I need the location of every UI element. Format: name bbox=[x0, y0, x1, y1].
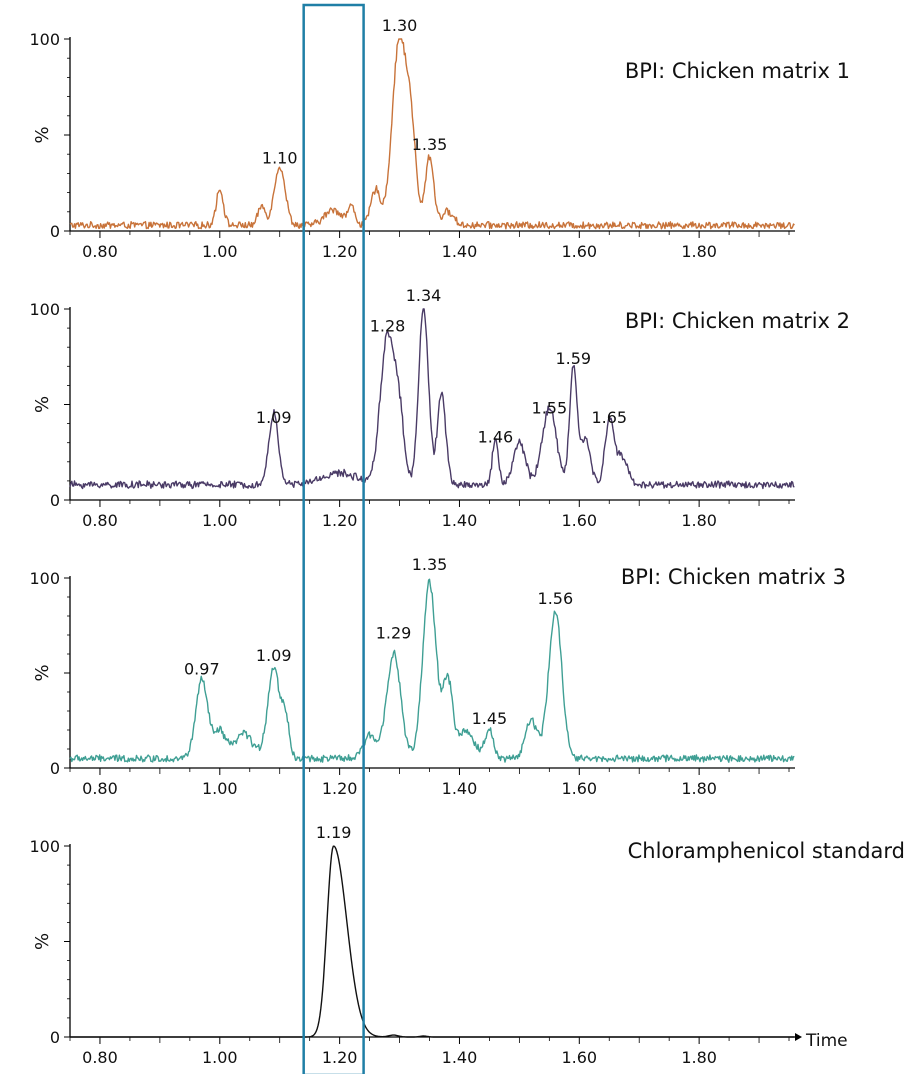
peak-label: 1.56 bbox=[538, 589, 574, 608]
x-tick-label: 1.20 bbox=[322, 779, 358, 798]
x-tick-label: 1.60 bbox=[561, 242, 597, 261]
x-axis-title: Time bbox=[805, 1031, 848, 1051]
x-tick-label: 1.00 bbox=[202, 1048, 238, 1067]
x-tick-label: 1.60 bbox=[561, 1048, 597, 1067]
y-tick-label: 100 bbox=[29, 569, 60, 588]
chart-title: BPI: Chicken matrix 1 bbox=[625, 59, 850, 83]
y-axis-label: % bbox=[32, 126, 53, 143]
x-tick-label: 1.40 bbox=[442, 779, 478, 798]
chart-panel-1: 0 100% 0.80 1.00 1.20 1.40 1.60 1.80 1.10 1.30 1.3… bbox=[29, 16, 850, 261]
chart-title: BPI: Chicken matrix 2 bbox=[625, 309, 850, 333]
y-axis-label: % bbox=[32, 933, 53, 950]
x-tick-label: 1.20 bbox=[322, 242, 358, 261]
chromatogram-trace bbox=[69, 578, 795, 763]
x-tick-label: 1.00 bbox=[202, 242, 238, 261]
peak-label: 1.19 bbox=[316, 823, 352, 842]
y-tick-label: 0 bbox=[50, 222, 60, 241]
x-tick-label: 1.80 bbox=[681, 242, 717, 261]
peak-label: 1.34 bbox=[406, 286, 442, 305]
x-tick-label: 1.40 bbox=[442, 242, 478, 261]
retention-time-window-box bbox=[302, 3, 365, 1074]
x-tick-label: 1.60 bbox=[561, 779, 597, 798]
x-tick-label: 1.20 bbox=[322, 511, 358, 530]
peak-label: 1.55 bbox=[532, 399, 568, 418]
x-axis-arrow bbox=[795, 1033, 802, 1041]
y-tick-label: 100 bbox=[29, 300, 60, 319]
y-tick-label: 100 bbox=[29, 30, 60, 49]
chromatogram-trace bbox=[69, 308, 795, 490]
y-tick-label: 0 bbox=[50, 759, 60, 778]
chart-panel-2: 0 100% 0.80 1.00 1.20 1.40 1.60 1.80 1.09 1.281.3… bbox=[29, 286, 850, 530]
chart-panel-3: 0 100% 0.80 1.00 1.20 1.40 1.60 1.80 0.97 1.09 1.2… bbox=[29, 555, 846, 798]
y-tick-label: 0 bbox=[50, 1028, 60, 1047]
x-tick-label: 1.00 bbox=[202, 779, 238, 798]
peak-label: 1.29 bbox=[376, 623, 412, 642]
peak-label: 1.10 bbox=[262, 148, 298, 167]
x-tick-label: 0.80 bbox=[82, 242, 118, 261]
y-axis-label: % bbox=[32, 664, 53, 681]
x-tick-label: 1.40 bbox=[442, 511, 478, 530]
x-tick-label: 0.80 bbox=[82, 511, 118, 530]
peak-label: 1.65 bbox=[591, 408, 627, 427]
peak-label: 0.97 bbox=[184, 660, 220, 679]
peak-label: 1.35 bbox=[412, 135, 448, 154]
peak-label: 1.30 bbox=[382, 16, 418, 35]
x-tick-label: 0.80 bbox=[82, 779, 118, 798]
chart-title: BPI: Chicken matrix 3 bbox=[621, 565, 846, 589]
peak-label: 1.46 bbox=[478, 427, 514, 446]
chart-title: Chloramphenicol standard bbox=[628, 839, 905, 863]
x-tick-label: 1.80 bbox=[681, 511, 717, 530]
y-axis-label: % bbox=[32, 396, 53, 413]
chromatogram-trace bbox=[70, 845, 795, 1038]
peak-label: 1.28 bbox=[370, 317, 406, 336]
x-tick-label: 1.80 bbox=[681, 779, 717, 798]
peak-label: 1.09 bbox=[256, 408, 292, 427]
peak-label: 1.45 bbox=[472, 709, 508, 728]
chromatogram-trace bbox=[69, 38, 795, 230]
x-tick-label: 1.20 bbox=[322, 1048, 358, 1067]
y-tick-label: 0 bbox=[50, 491, 60, 510]
chart-panel-4: 0 100% 0.80 1.00 1.20 1.40 1.60 1.80 1.19 Chloram… bbox=[29, 823, 905, 1067]
x-tick-label: 1.40 bbox=[442, 1048, 478, 1067]
x-tick-label: 1.60 bbox=[561, 511, 597, 530]
peak-label: 1.09 bbox=[256, 646, 292, 665]
x-tick-label: 1.00 bbox=[202, 511, 238, 530]
y-tick-label: 100 bbox=[29, 837, 60, 856]
peak-label: 1.35 bbox=[412, 555, 448, 574]
x-tick-label: 1.80 bbox=[681, 1048, 717, 1067]
peak-label: 1.59 bbox=[555, 349, 591, 368]
x-tick-label: 0.80 bbox=[82, 1048, 118, 1067]
